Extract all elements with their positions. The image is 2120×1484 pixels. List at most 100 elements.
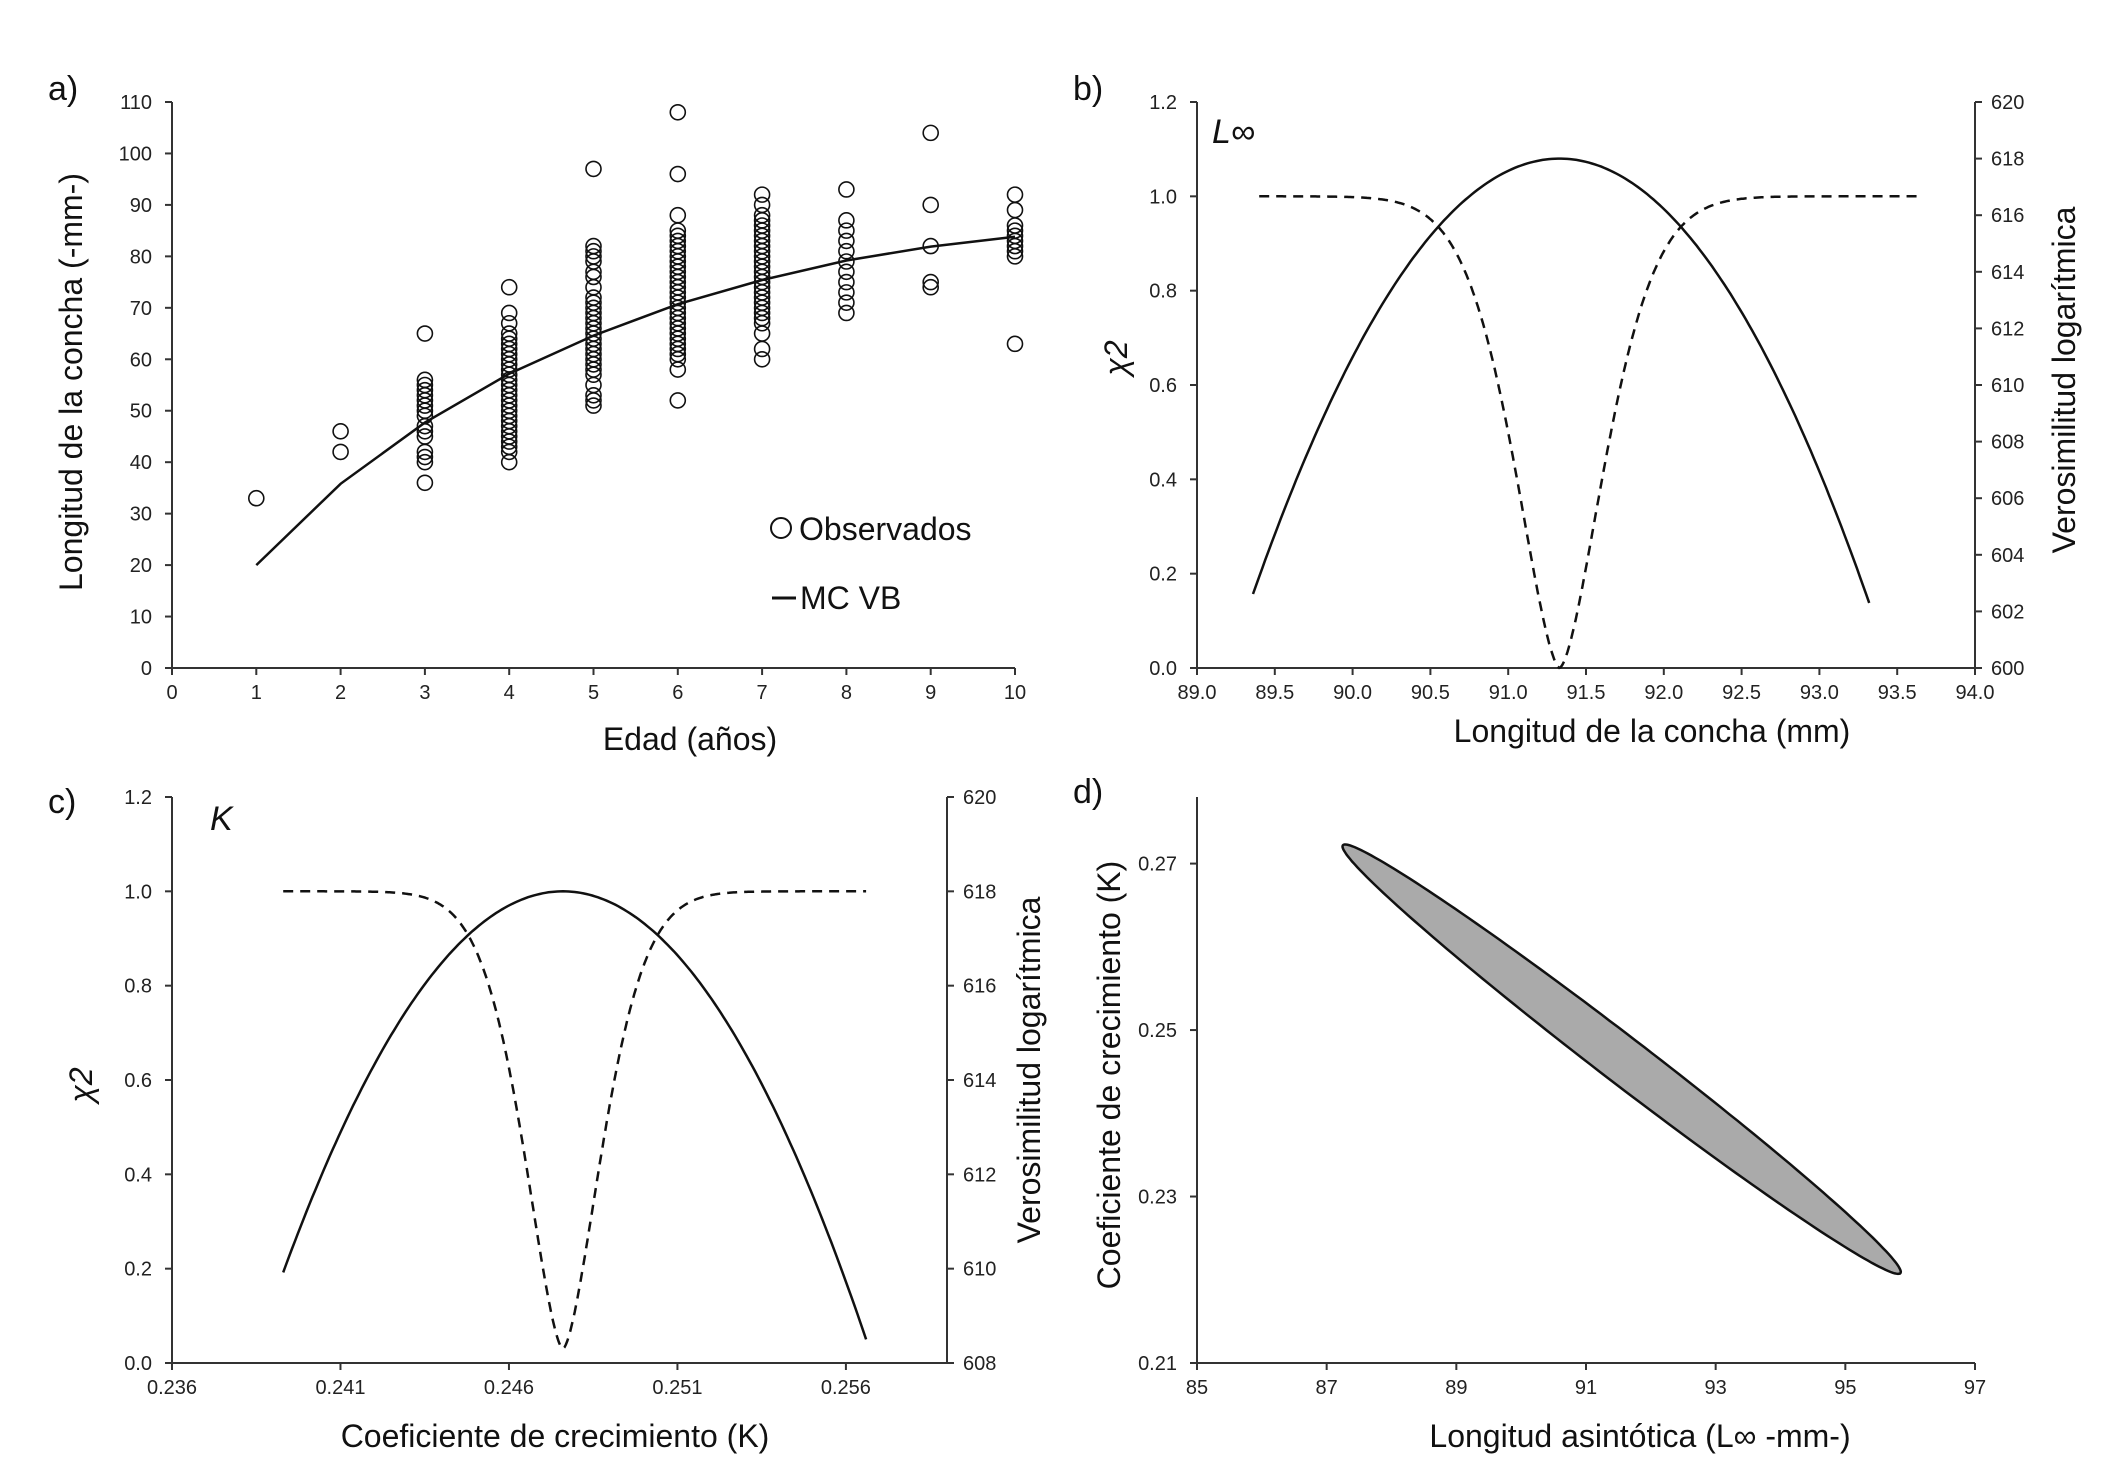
panel-c-y-tick-label: 0.4 bbox=[124, 1164, 152, 1186]
panel-a-vb-curve bbox=[255, 235, 1016, 566]
observation-point bbox=[416, 474, 434, 492]
observation-point bbox=[922, 278, 940, 296]
observation-point bbox=[416, 428, 434, 445]
observation-point bbox=[585, 386, 602, 404]
observation-point bbox=[1006, 335, 1024, 353]
panel-a-y-tick-label: 20 bbox=[130, 555, 152, 577]
panel-c-chart: c) 0.236 0.241 0.246 0.251 0.256 0.0 0.2 0.4 0.6… bbox=[48, 783, 1047, 1454]
legend-mcvb-label: MC VB bbox=[800, 580, 901, 616]
observation-point bbox=[838, 304, 855, 322]
observation-point bbox=[416, 376, 434, 394]
panel-b-label: b) bbox=[1073, 70, 1103, 108]
observation-point bbox=[500, 335, 518, 353]
panel-b-y-tick-label: 0.8 bbox=[1149, 281, 1177, 303]
observation-point bbox=[247, 489, 265, 507]
observation-point bbox=[585, 299, 602, 317]
panel-d-label: d) bbox=[1073, 773, 1103, 811]
panel-c-xlabel: Coeficiente de crecimiento (K) bbox=[341, 1418, 770, 1454]
observation-point bbox=[585, 397, 602, 414]
panel-c-y-tick-label: 0.6 bbox=[124, 1070, 152, 1092]
observation-point bbox=[1006, 186, 1024, 203]
panel-a-y-tick-label: 50 bbox=[130, 401, 152, 423]
panel-a-label: a) bbox=[48, 70, 78, 108]
panel-b-x-tick-label: 89.0 bbox=[1178, 682, 1217, 704]
panel-a-y-tick-label: 70 bbox=[130, 298, 152, 320]
panel-d-axes bbox=[1196, 797, 1975, 1364]
panel-d-y-tick-label: 0.23 bbox=[1138, 1187, 1177, 1209]
observation-point bbox=[838, 263, 855, 281]
panel-a-y-tick-label: 0 bbox=[141, 658, 152, 680]
panel-a-x-tick-label: 1 bbox=[251, 682, 262, 704]
observation-point bbox=[585, 289, 602, 306]
panel-b-chi2-curve bbox=[1259, 195, 1923, 670]
panel-a-y-tick-label: 100 bbox=[119, 143, 152, 165]
observation-point bbox=[585, 242, 602, 260]
panel-c-loglikelihood-curve bbox=[282, 890, 868, 1340]
panel-d-x-tick-label: 95 bbox=[1834, 1377, 1856, 1399]
panel-a-y-tick-label: 10 bbox=[130, 607, 152, 629]
observation-point bbox=[416, 381, 434, 399]
panel-c-y2-tick-label: 620 bbox=[963, 787, 996, 809]
panel-b-x-tick-label: 91.0 bbox=[1489, 682, 1528, 704]
panel-b-chart: b) 89.0 89.5 90.0 90.5 91.0 91.5 92.0 92.5 93.0 9… bbox=[1073, 70, 2082, 749]
panel-a-x-tick-label: 6 bbox=[672, 682, 683, 704]
panel-b-y2-tick-label: 606 bbox=[1991, 488, 2024, 510]
observation-point bbox=[416, 453, 434, 471]
panel-c-x-tick-label: 0.251 bbox=[652, 1377, 702, 1399]
panel-b-ylabel: χ2 bbox=[1098, 340, 1134, 378]
panel-c-x-tick-label: 0.236 bbox=[147, 1377, 197, 1399]
observation-point bbox=[669, 232, 687, 250]
panel-b-x-tick-label: 90.0 bbox=[1333, 682, 1372, 704]
panel-a-y-tick-label: 80 bbox=[130, 246, 152, 268]
observation-point bbox=[838, 222, 855, 239]
panel-b-annotation: L∞ bbox=[1212, 113, 1255, 151]
legend-observados-label: Observados bbox=[799, 511, 972, 547]
observation-point bbox=[1006, 227, 1024, 245]
panel-c-x-tick-label: 0.256 bbox=[821, 1377, 871, 1399]
observation-point bbox=[838, 273, 855, 291]
panel-b-y2-tick-label: 614 bbox=[1991, 262, 2024, 284]
panel-d-x-tick-label: 93 bbox=[1705, 1377, 1727, 1399]
panel-a-x-tick-label: 5 bbox=[588, 682, 599, 704]
observation-point bbox=[416, 371, 434, 389]
observation-point bbox=[753, 350, 771, 368]
panel-b-y-tick-label: 0.6 bbox=[1149, 375, 1177, 397]
panel-b-x-tick-label: 94.0 bbox=[1956, 682, 1995, 704]
panel-a-x-tick-label: 10 bbox=[1004, 682, 1026, 704]
panel-a-y-tick-label: 30 bbox=[130, 504, 152, 526]
observation-point bbox=[669, 392, 687, 409]
panel-a-ylabel: Longitud de la concha (-mm-) bbox=[53, 173, 89, 591]
panel-d-y-tick-label: 0.27 bbox=[1138, 854, 1177, 876]
panel-a-y-tick-label: 110 bbox=[120, 92, 152, 114]
observation-point bbox=[753, 340, 771, 358]
panel-d-confidence-ellipse bbox=[1341, 843, 1903, 1276]
panel-b-x-tick-label: 92.5 bbox=[1722, 682, 1761, 704]
observation-point bbox=[332, 423, 349, 440]
panel-b-ticks: 89.0 89.5 90.0 90.5 91.0 91.5 92.0 92.5 93.0 93.5… bbox=[1149, 92, 2024, 704]
panel-b-y-tick-label: 0.4 bbox=[1149, 469, 1177, 491]
panel-c-y2-tick-label: 618 bbox=[963, 881, 996, 903]
panel-b-x-tick-label: 92.0 bbox=[1644, 682, 1683, 704]
panel-b-y2label: Verosimilitud logarítmica bbox=[2046, 206, 2082, 553]
observation-point bbox=[500, 278, 518, 296]
panel-c-label: c) bbox=[48, 783, 76, 821]
observation-point bbox=[1006, 201, 1024, 219]
panel-c-chi2-curve bbox=[283, 890, 867, 1351]
observation-point bbox=[922, 273, 940, 291]
observation-point bbox=[669, 103, 687, 121]
panel-d-ticks: 85 87 89 91 93 95 97 0.21 0.23 0.25 0.27 bbox=[1138, 854, 1986, 1399]
panel-b-x-tick-label: 93.0 bbox=[1800, 682, 1839, 704]
panel-c-ticks: 0.236 0.241 0.246 0.251 0.256 0.0 0.2 0.4 0.6 0.8… bbox=[124, 787, 996, 1399]
panel-b-y2-tick-label: 616 bbox=[1991, 205, 2024, 227]
panel-c-y-tick-label: 0.2 bbox=[124, 1259, 152, 1281]
panel-c-y-tick-label: 0.8 bbox=[124, 976, 152, 998]
panel-b-y-tick-label: 1.0 bbox=[1149, 186, 1177, 208]
observation-point bbox=[332, 443, 349, 461]
panel-b-y2-tick-label: 608 bbox=[1991, 432, 2024, 454]
panel-c-y2-tick-label: 614 bbox=[963, 1070, 996, 1092]
panel-c-ylabel: χ2 bbox=[63, 1067, 99, 1105]
observation-point bbox=[1006, 222, 1024, 239]
panel-a-x-tick-label: 8 bbox=[841, 682, 852, 704]
panel-d-y-tick-label: 0.25 bbox=[1138, 1020, 1177, 1042]
